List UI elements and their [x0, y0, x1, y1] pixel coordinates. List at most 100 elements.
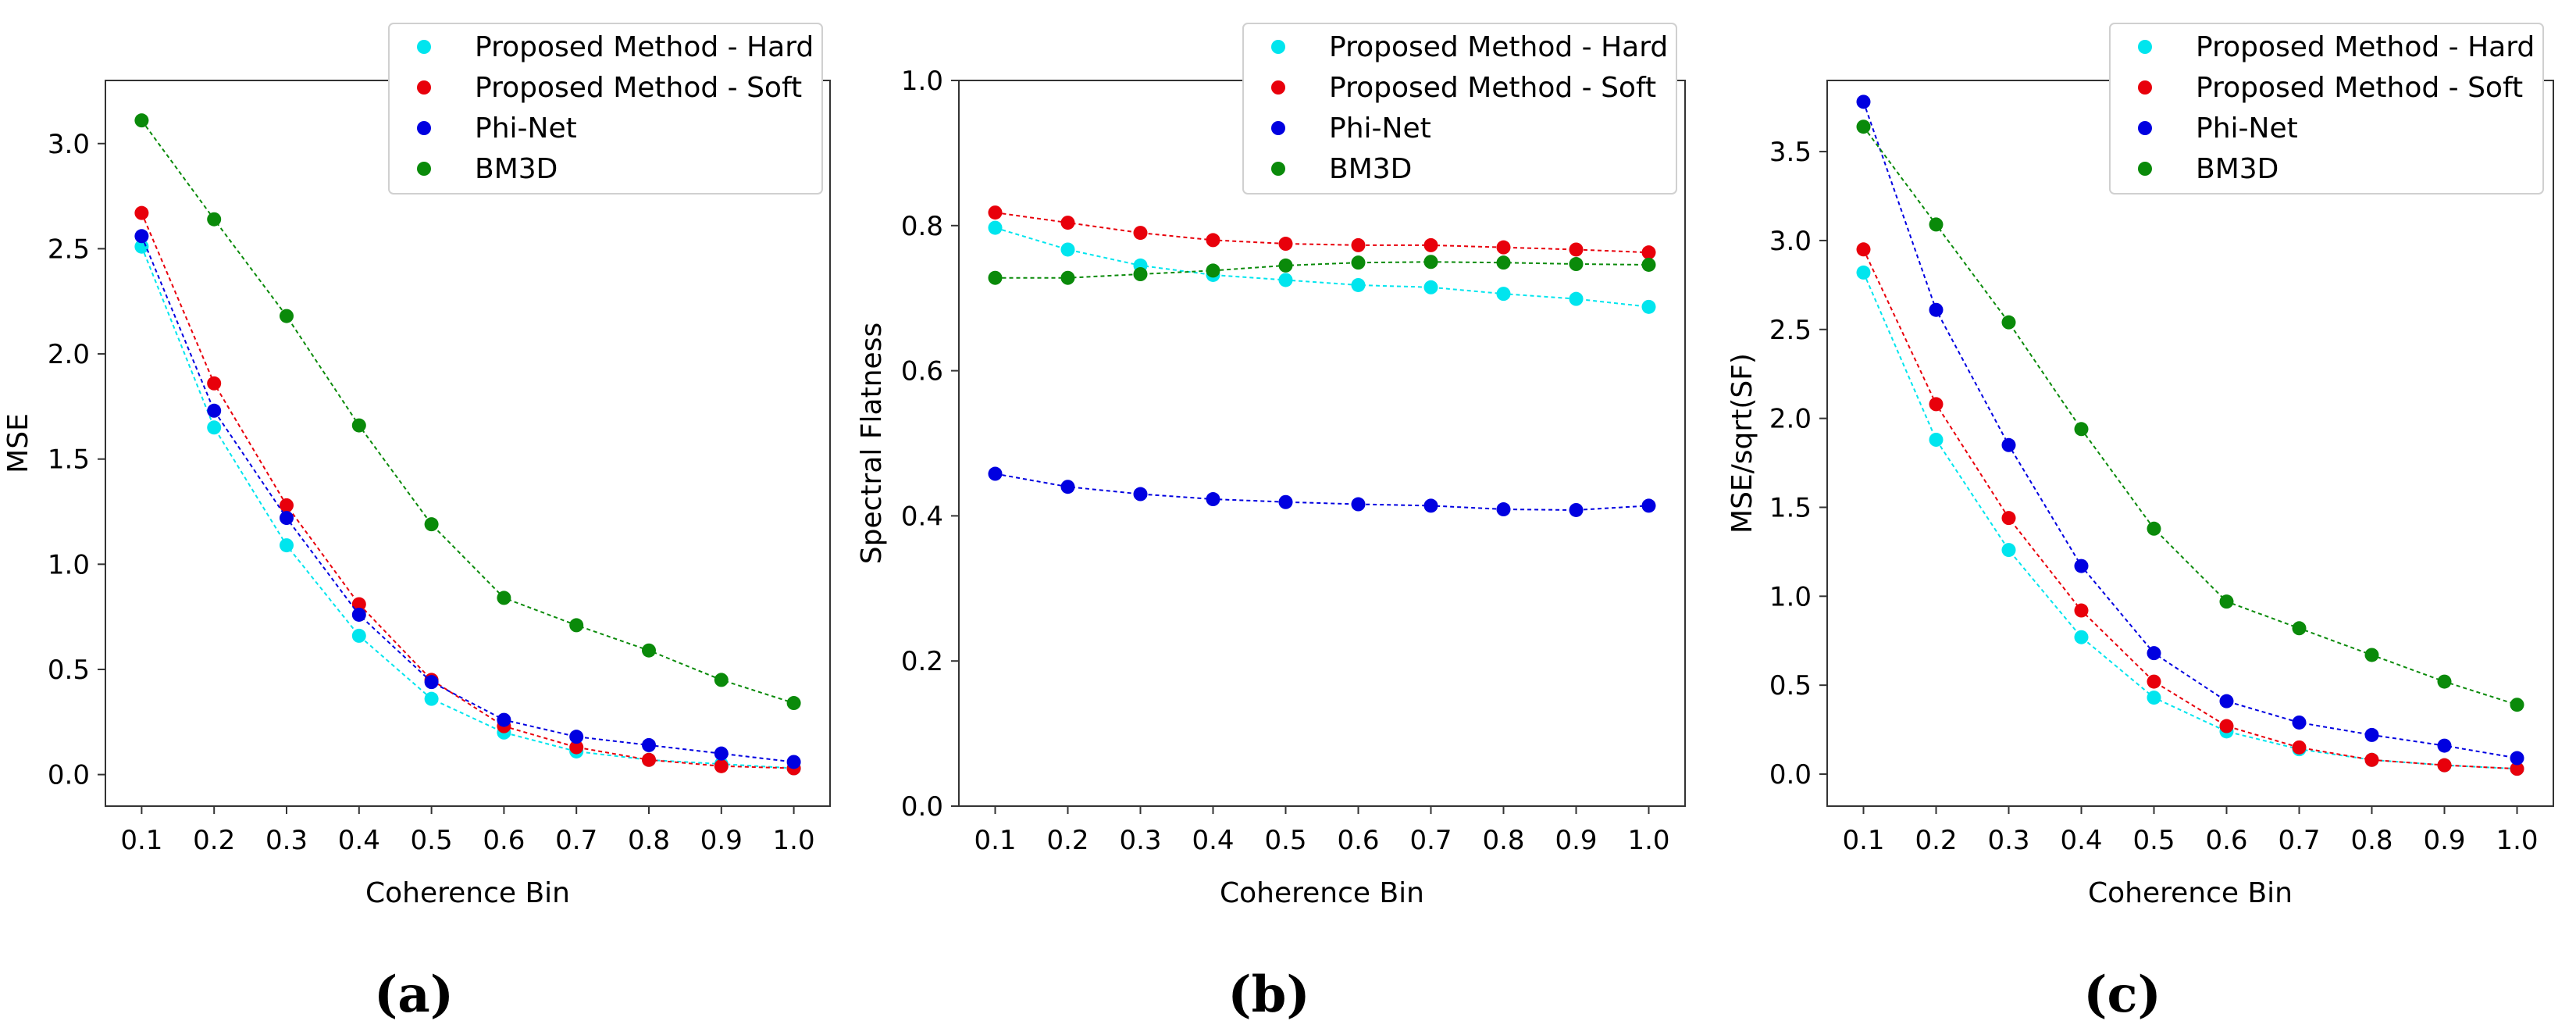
data-point: [1206, 492, 1220, 507]
x-axis-label: Coherence Bin: [1220, 877, 1424, 909]
series-line: [1862, 101, 2517, 759]
data-point: [2147, 646, 2161, 661]
data-point: [1496, 287, 1511, 302]
y-axis-label: MSE/sqrt(SF): [1726, 353, 1758, 534]
y-tick-label: 2.5: [48, 234, 90, 265]
data-point: [1569, 257, 1584, 272]
series-line: [995, 261, 1649, 279]
data-point: [134, 113, 149, 128]
legend-box: [388, 23, 823, 195]
data-point: [497, 591, 511, 605]
data-point: [714, 746, 729, 761]
data-point: [1206, 263, 1220, 278]
data-point: [351, 607, 366, 622]
data-point: [714, 673, 729, 687]
y-tick-label: 1.0: [48, 549, 90, 580]
data-point: [351, 418, 366, 433]
data-point: [2364, 727, 2379, 742]
data-point: [2001, 511, 2016, 526]
panel-label: (c): [2083, 965, 2161, 1024]
legend-label: Proposed Method - Hard: [475, 31, 814, 63]
data-point: [2292, 740, 2307, 755]
series-line: [995, 227, 1649, 308]
x-tick-label: 0.8: [628, 825, 670, 856]
data-point: [280, 309, 294, 323]
data-point: [280, 498, 294, 512]
legend-marker: [417, 40, 431, 54]
data-point: [786, 696, 801, 711]
data-point: [714, 758, 729, 773]
x-tick-label: 0.7: [2278, 825, 2320, 856]
data-point: [2437, 674, 2452, 689]
data-point: [2510, 751, 2524, 766]
data-point: [134, 205, 149, 220]
x-tick-label: 0.3: [1987, 825, 2029, 856]
data-point: [1423, 255, 1438, 269]
y-tick-label: 0.5: [1769, 670, 1812, 701]
legend-label: Proposed Method - Hard: [1329, 31, 1668, 63]
y-tick-label: 0.8: [901, 211, 943, 242]
legend: Proposed Method - Hard Proposed Method - …: [2109, 23, 2544, 195]
data-point: [2001, 437, 2016, 452]
data-point: [642, 752, 656, 767]
data-point: [424, 675, 439, 690]
data-point: [1133, 487, 1148, 501]
y-tick-label: 1.5: [1769, 492, 1812, 523]
data-point: [2074, 422, 2089, 437]
data-point: [642, 737, 656, 752]
x-tick-label: 0.2: [1915, 825, 1957, 856]
legend-box: [2109, 23, 2544, 195]
series-line: [995, 212, 1649, 254]
x-tick-label: 0.1: [1842, 825, 1884, 856]
x-tick-label: 1.0: [773, 825, 815, 856]
data-point: [2292, 715, 2307, 730]
data-point: [2147, 691, 2161, 705]
y-tick-label: 0.0: [48, 760, 90, 791]
data-point: [1496, 255, 1511, 270]
y-tick-label: 1.0: [1769, 581, 1812, 612]
data-point: [988, 205, 1003, 220]
data-point: [569, 740, 584, 755]
legend-label: Proposed Method - Soft: [475, 72, 802, 104]
panel-label: (b): [1227, 965, 1309, 1024]
y-tick-label: 3.0: [1769, 226, 1812, 257]
x-tick-label: 0.1: [120, 825, 162, 856]
data-point: [2219, 719, 2234, 733]
y-axis-label: MSE: [2, 413, 34, 473]
x-axis-label: Coherence Bin: [2088, 877, 2293, 909]
series-line: [1862, 248, 2517, 770]
series-line: [1862, 272, 2517, 770]
legend-label: Proposed Method - Soft: [2196, 72, 2523, 104]
data-point: [2437, 758, 2452, 773]
y-tick-label: 0.0: [901, 791, 943, 823]
data-point: [642, 643, 656, 658]
data-point: [1278, 273, 1293, 287]
legend-box: [1242, 23, 1677, 195]
data-point: [1641, 245, 1656, 260]
data-point: [2074, 559, 2089, 573]
data-point: [207, 420, 222, 435]
x-tick-label: 0.2: [193, 825, 235, 856]
data-point: [351, 628, 366, 643]
data-point: [2001, 315, 2016, 330]
legend-label: Proposed Method - Soft: [1329, 72, 1656, 104]
x-tick-label: 1.0: [1627, 825, 1669, 856]
data-point: [1929, 397, 1944, 412]
data-point: [1351, 277, 1366, 292]
data-point: [1929, 302, 1944, 317]
data-point: [280, 511, 294, 526]
x-tick-label: 0.9: [2423, 825, 2465, 856]
x-tick-label: 0.3: [1119, 825, 1161, 856]
data-point: [2219, 694, 2234, 708]
data-point: [2364, 648, 2379, 662]
data-point: [1929, 432, 1944, 447]
data-point: [988, 466, 1003, 481]
data-point: [1278, 258, 1293, 273]
y-tick-label: 2.5: [1769, 315, 1812, 346]
legend-label: Phi-Net: [475, 112, 577, 145]
data-point: [1423, 498, 1438, 513]
data-point: [1641, 257, 1656, 272]
data-point: [1060, 270, 1075, 285]
data-point: [2510, 698, 2524, 712]
